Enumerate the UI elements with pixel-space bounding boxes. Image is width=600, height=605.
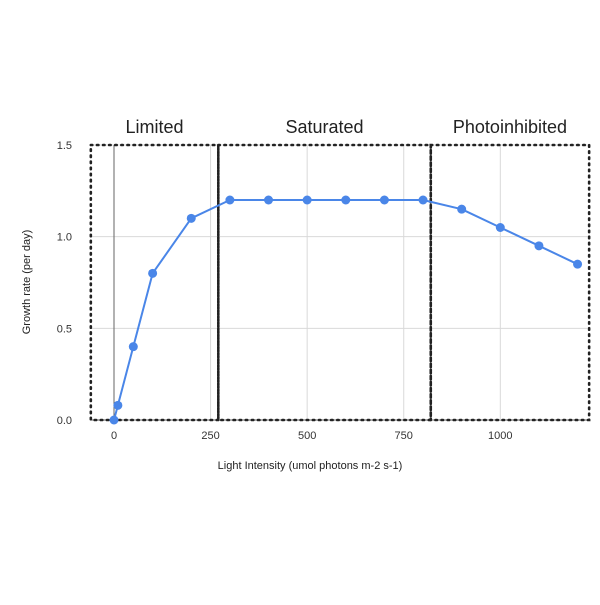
region-label: Limited bbox=[126, 117, 184, 137]
data-point bbox=[534, 241, 544, 251]
data-point bbox=[379, 195, 389, 205]
tick-labels: 0.0 0.5 1.0 1.5 0 250 500 750 1000 bbox=[57, 140, 513, 442]
region-boxes: Limited Saturated Photoinhibited bbox=[89, 117, 591, 422]
x-tick-label: 500 bbox=[298, 430, 316, 442]
y-tick-label: 1.0 bbox=[57, 232, 72, 244]
region-box bbox=[89, 143, 220, 422]
y-axis-title: Growth rate (per day) bbox=[21, 230, 33, 335]
region-label: Photoinhibited bbox=[453, 117, 567, 137]
x-tick-label: 0 bbox=[111, 430, 117, 442]
data-point bbox=[573, 259, 583, 269]
y-tick-label: 0.5 bbox=[57, 323, 72, 335]
data-point bbox=[148, 268, 158, 278]
data-point bbox=[495, 223, 505, 233]
data-point bbox=[302, 195, 312, 205]
x-tick-label: 750 bbox=[395, 430, 413, 442]
data-point bbox=[109, 415, 119, 425]
y-tick-label: 1.5 bbox=[57, 140, 72, 152]
data-point bbox=[264, 195, 274, 205]
series bbox=[109, 195, 583, 425]
data-point bbox=[186, 213, 196, 223]
data-point bbox=[341, 195, 351, 205]
y-tick-label: 0.0 bbox=[57, 415, 72, 427]
region-box bbox=[429, 143, 591, 422]
x-tick-label: 250 bbox=[201, 430, 219, 442]
data-point bbox=[418, 195, 428, 205]
axis-titles: Light Intensity (umol photons m-2 s-1) G… bbox=[21, 230, 402, 472]
data-point bbox=[128, 342, 138, 352]
data-point bbox=[113, 400, 123, 410]
series-line bbox=[113, 199, 578, 421]
data-point bbox=[457, 204, 467, 214]
x-axis-title: Light Intensity (umol photons m-2 s-1) bbox=[218, 460, 403, 472]
data-point bbox=[225, 195, 235, 205]
region-box bbox=[217, 143, 433, 422]
x-tick-label: 1000 bbox=[488, 430, 512, 442]
region-label: Saturated bbox=[286, 117, 364, 137]
grid bbox=[90, 144, 588, 421]
